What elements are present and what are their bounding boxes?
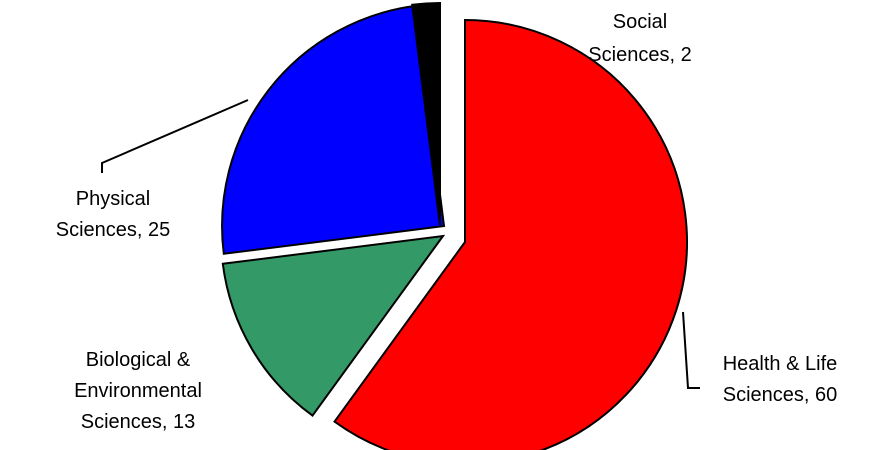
- slice-label-physical-sciences: Physical Sciences, 25: [56, 188, 171, 241]
- pie-slices: [221, 1, 688, 450]
- leader-lines: [101, 99, 700, 389]
- slice-label-line: Physical: [76, 188, 150, 210]
- slice-label-line: Social: [613, 11, 667, 33]
- slice-label-line: Environmental: [74, 380, 202, 402]
- pie-slice-physical-sciences: [221, 4, 446, 255]
- slice-label-biological-environmental-sciences: Biological & Environmental Sciences, 13: [74, 349, 202, 433]
- slice-label-line: Sciences, 13: [81, 411, 196, 433]
- pie-slice-health-life-sciences: [333, 18, 688, 450]
- slice-label-line: Sciences, 25: [56, 219, 171, 241]
- slice-label-social-sciences: Social Sciences, 2: [588, 11, 691, 66]
- leader-line-health-life: [682, 311, 700, 389]
- leader-line-physical: [101, 99, 249, 173]
- slice-label-health-life-sciences: Health & Life Sciences, 60: [723, 353, 838, 406]
- slice-label-line: Sciences, 60: [723, 384, 838, 406]
- slice-labels: Health & Life Sciences, 60 Biological & Env…: [56, 11, 838, 433]
- slice-label-line: Sciences, 2: [588, 44, 691, 66]
- slice-label-line: Health & Life: [723, 353, 838, 375]
- pie-slice-social-sciences: [411, 1, 441, 226]
- pie-slice-biological-environmental-sciences: [221, 234, 446, 417]
- slice-label-line: Biological &: [86, 349, 191, 371]
